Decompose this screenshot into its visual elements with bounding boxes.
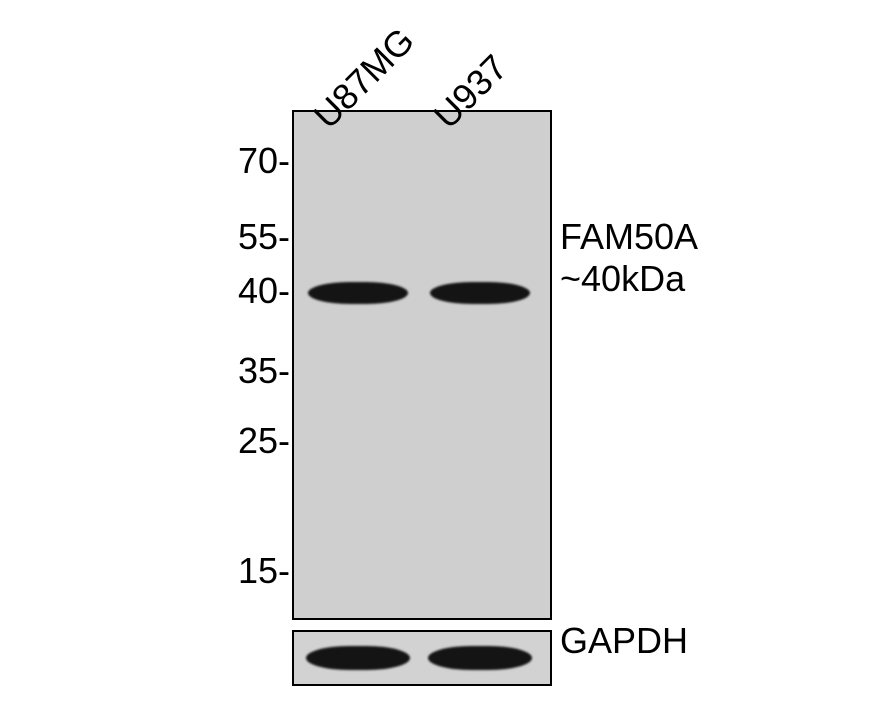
target-label-gapdh: GAPDH xyxy=(560,620,688,662)
mw-marker-40: 40- xyxy=(238,270,290,312)
main-blot-membrane xyxy=(292,110,552,620)
mw-marker-25: 25- xyxy=(238,420,290,462)
band-fam50a-lane1 xyxy=(308,282,408,304)
mw-marker-55: 55- xyxy=(238,216,290,258)
mw-marker-35: 35- xyxy=(238,350,290,392)
western-blot-figure: U87MG U937 70- 55- 40- 35- 25- 15- FAM50… xyxy=(0,0,888,711)
band-gapdh-lane1 xyxy=(306,646,410,670)
mw-marker-15: 15- xyxy=(238,550,290,592)
target-label-fam50a: FAM50A xyxy=(560,216,698,258)
band-fam50a-lane2 xyxy=(430,282,530,304)
mw-marker-70: 70- xyxy=(238,140,290,182)
band-gapdh-lane2 xyxy=(428,646,532,670)
size-label-40kda: ~40kDa xyxy=(560,258,685,300)
